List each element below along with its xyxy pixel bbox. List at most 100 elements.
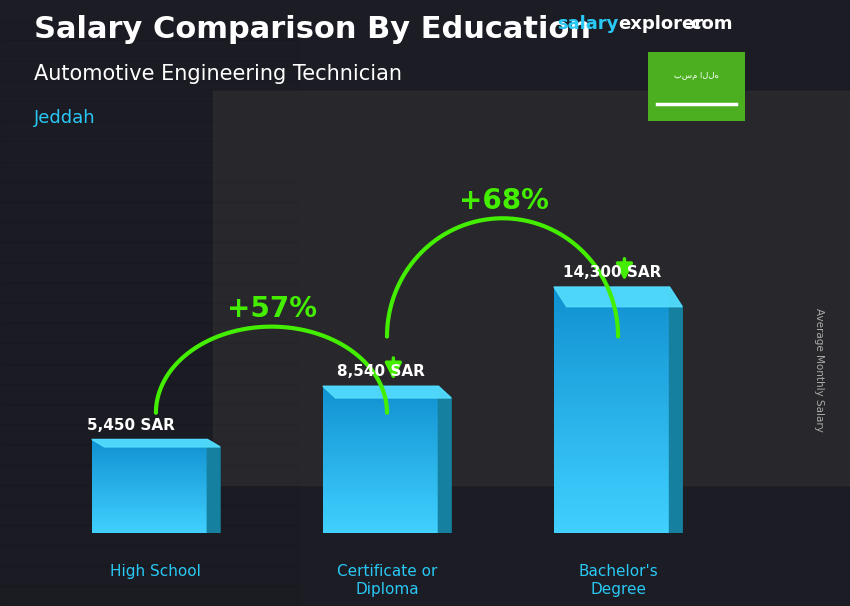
Bar [92,487,207,488]
Bar [92,453,207,455]
Bar [554,471,670,476]
Text: Average Monthly Salary: Average Monthly Salary [814,308,824,431]
Bar [0,202,298,222]
Text: +57%: +57% [227,295,317,323]
Bar [554,341,670,344]
Bar [92,480,207,482]
Bar [92,510,207,511]
Bar [323,487,439,489]
Bar [554,517,670,521]
Bar [323,462,439,465]
Bar [92,499,207,501]
Bar [323,418,439,421]
Bar [0,525,298,545]
Bar [92,505,207,507]
Bar [323,430,439,433]
Bar [323,399,439,401]
Bar [0,404,298,424]
Bar [92,441,207,442]
Bar [323,440,439,442]
Bar [0,424,298,444]
Bar [323,416,439,418]
Text: Jeddah: Jeddah [34,109,95,127]
Bar [323,484,439,487]
Text: 5,450 SAR: 5,450 SAR [87,418,175,433]
Bar [323,519,439,521]
Bar [554,410,670,415]
Bar [92,522,207,524]
Bar [92,521,207,522]
Bar [323,406,439,408]
Bar [92,457,207,458]
Bar [323,411,439,413]
Bar [92,514,207,516]
Bar [92,516,207,518]
Bar [323,391,439,393]
Polygon shape [554,287,683,307]
Bar [554,295,670,299]
Text: explorer: explorer [618,15,703,33]
Bar [92,455,207,457]
Bar [92,471,207,472]
Bar [323,421,439,423]
Bar [92,518,207,519]
Bar [92,501,207,502]
Bar [323,504,439,507]
Bar [323,467,439,470]
Bar [92,461,207,463]
Bar [323,458,439,460]
Bar [0,61,298,81]
Bar [554,505,670,508]
Bar [323,507,439,509]
Bar [323,472,439,474]
Bar [92,452,207,453]
Bar [323,501,439,504]
Bar [0,182,298,202]
Bar [323,442,439,445]
Bar [0,141,298,162]
Bar [92,531,207,533]
Bar [554,369,670,373]
Bar [0,586,298,606]
Bar [0,262,298,283]
Bar [554,480,670,484]
Bar [0,485,298,505]
Bar [0,242,298,262]
Bar [323,477,439,479]
Bar [92,496,207,498]
Bar [554,476,670,480]
Bar [323,496,439,499]
Bar [0,545,298,565]
Bar [323,438,439,440]
Bar [323,528,439,531]
Bar [554,378,670,381]
Bar [554,353,670,357]
Bar [323,455,439,458]
Bar [92,528,207,530]
Bar [554,291,670,295]
Text: High School: High School [110,564,201,579]
Bar [554,464,670,468]
Bar [554,304,670,307]
Text: 8,540 SAR: 8,540 SAR [337,364,425,379]
Bar [554,501,670,505]
Bar [92,450,207,452]
Bar [92,508,207,510]
Bar [554,398,670,402]
Bar [554,459,670,464]
Text: Salary Comparison By Education: Salary Comparison By Education [34,15,591,44]
Text: salary: salary [557,15,618,33]
Bar [92,493,207,494]
Bar [0,0,298,20]
Bar [0,303,298,323]
Bar [92,469,207,471]
Bar [323,516,439,519]
Bar [554,415,670,418]
Bar [323,445,439,447]
Bar [92,491,207,493]
Bar [92,519,207,521]
Bar [0,121,298,141]
Bar [323,433,439,435]
Bar [0,222,298,242]
Bar [92,507,207,508]
